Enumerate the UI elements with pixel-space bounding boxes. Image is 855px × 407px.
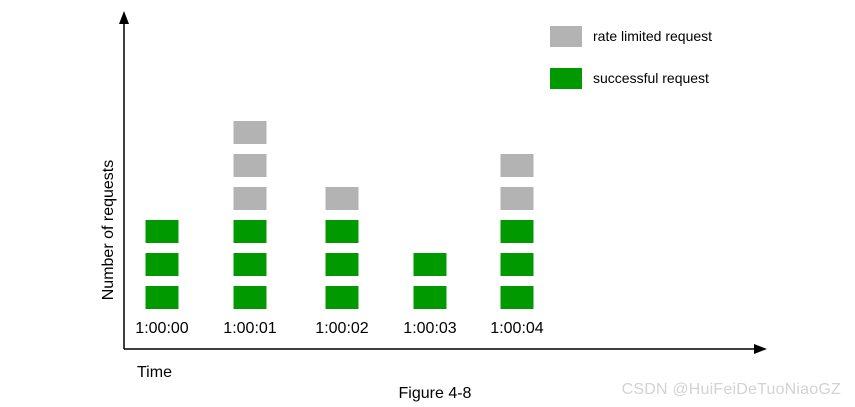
successful-request-block: [145, 286, 179, 309]
x-tick-label: 1:00:04: [490, 320, 543, 337]
rate-limited-request-block: [233, 187, 267, 210]
x-tick-labels: 1:00:00 1:00:01 1:00:02 1:00:03 1:00:04: [135, 320, 543, 337]
successful-request-block: [413, 253, 447, 276]
legend-swatch: [550, 26, 582, 47]
successful-request-block: [233, 220, 267, 243]
successful-request-block: [233, 253, 267, 276]
x-tick-label: 1:00:01: [223, 320, 276, 337]
legend-label: rate limited request: [593, 28, 712, 44]
y-axis-arrow: [119, 11, 129, 24]
x-tick-label: 1:00:03: [403, 320, 456, 337]
legend-label: successful request: [593, 70, 709, 86]
y-axis-label: Number of requests: [100, 160, 117, 301]
successful-request-block: [145, 220, 179, 243]
rate-limited-request-block: [325, 187, 359, 210]
rate-limited-request-block: [233, 121, 267, 144]
successful-request-block: [325, 286, 359, 309]
successful-request-block: [500, 286, 534, 309]
successful-request-block: [500, 220, 534, 243]
successful-request-block: [233, 286, 267, 309]
figure-caption: Figure 4-8: [399, 385, 472, 402]
successful-request-block: [500, 253, 534, 276]
x-axis-label: Time: [137, 364, 172, 381]
legend: rate limited request successful request: [550, 26, 712, 89]
successful-request-block: [325, 253, 359, 276]
successful-request-block: [325, 220, 359, 243]
x-tick-label: 1:00:00: [135, 320, 188, 337]
watermark: CSDN @HuiFeiDeTuoNiaoGZ: [621, 381, 841, 398]
axes: [119, 11, 767, 354]
successful-request-block: [145, 253, 179, 276]
x-axis-arrow: [754, 344, 767, 354]
legend-swatch: [550, 68, 582, 89]
x-tick-label: 1:00:02: [315, 320, 368, 337]
successful-request-block: [413, 286, 447, 309]
bars: [145, 121, 534, 309]
rate-limited-request-block: [500, 187, 534, 210]
rate-limited-request-block: [500, 154, 534, 177]
rate-limited-request-block: [233, 154, 267, 177]
